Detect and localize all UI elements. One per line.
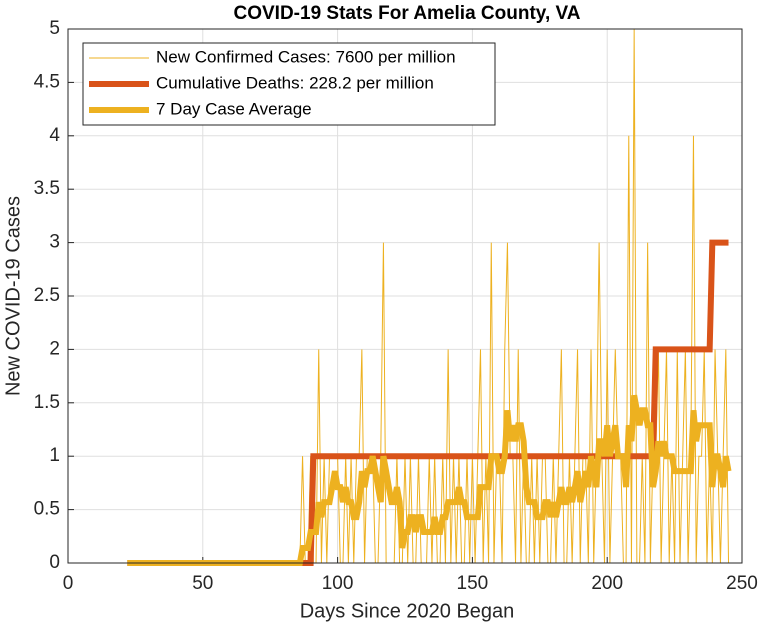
x-tick-label: 100: [322, 573, 354, 594]
x-axis-label: Days Since 2020 Began: [300, 600, 515, 622]
x-tick-label: 0: [63, 573, 74, 594]
legend: New Confirmed Cases: 7600 per million Cum…: [82, 42, 496, 126]
y-tick-label: 1.5: [34, 392, 60, 413]
legend-label: 7 Day Case Average: [156, 99, 312, 118]
x-tick-label: 150: [457, 573, 489, 594]
y-axis-label: New COVID-19 Cases: [2, 196, 24, 396]
y-tick-label: 0: [49, 552, 60, 573]
chart-title: COVID-19 Stats For Amelia County, VA: [234, 3, 581, 24]
y-tick-label: 3.5: [34, 178, 60, 199]
y-tick-label: 1: [49, 445, 60, 466]
y-tick-label: 4: [49, 125, 60, 146]
y-tick-label: 2: [49, 338, 60, 359]
legend-box: [82, 42, 496, 126]
y-tick-label: 3: [49, 232, 60, 253]
y-tick-label: 2.5: [34, 285, 60, 306]
x-tick-label: 250: [726, 573, 758, 594]
x-tick-label: 50: [192, 573, 213, 594]
y-tick-label: 0.5: [34, 499, 60, 520]
axes-box: [67, 28, 743, 564]
x-tick-label: 200: [591, 573, 623, 594]
y-tick-label: 4.5: [34, 71, 60, 92]
y-tick-label: 5: [49, 18, 60, 39]
legend-label: Cumulative Deaths: 228.2 per million: [156, 73, 434, 92]
legend-label: New Confirmed Cases: 7600 per million: [156, 47, 456, 66]
